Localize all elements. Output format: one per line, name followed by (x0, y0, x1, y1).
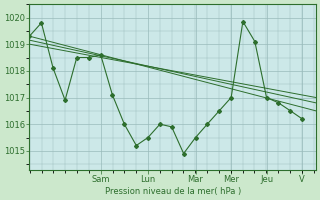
X-axis label: Pression niveau de la mer( hPa ): Pression niveau de la mer( hPa ) (105, 187, 241, 196)
